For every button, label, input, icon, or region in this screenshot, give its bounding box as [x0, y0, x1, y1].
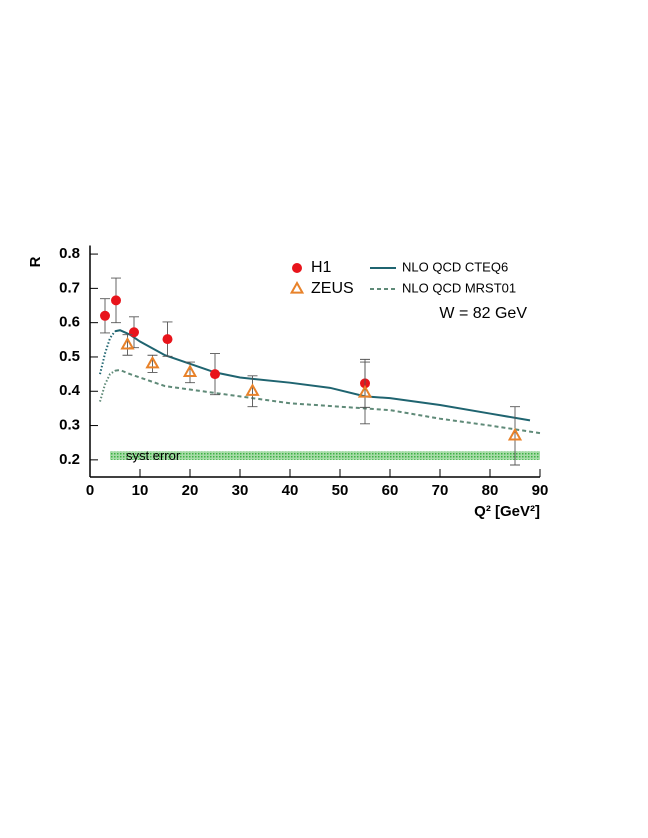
x-tick-label: 0 — [86, 482, 94, 499]
marker — [100, 310, 110, 321]
y-tick-label: 0.7 — [59, 279, 80, 296]
error-bar — [510, 406, 520, 466]
legend-label: H1 — [311, 259, 332, 276]
legend-label: NLO QCD MRST01 — [402, 280, 516, 295]
marker — [111, 295, 121, 306]
y-tick-label: 0.4 — [59, 382, 81, 399]
legend-label: ZEUS — [311, 280, 354, 297]
y-tick-label: 0.8 — [59, 245, 80, 262]
legend-marker — [292, 263, 302, 273]
marker — [182, 364, 198, 377]
annotation: W = 82 GeV — [439, 305, 527, 322]
marker — [145, 355, 160, 369]
x-tick-label: 50 — [332, 482, 349, 499]
marker — [507, 427, 523, 441]
y-tick-label: 0.2 — [59, 451, 80, 468]
x-tick-label: 90 — [532, 482, 549, 499]
y-tick-label: 0.5 — [59, 348, 80, 365]
curve-dotted — [99, 369, 116, 402]
error-bar — [247, 375, 258, 408]
marker — [162, 334, 173, 345]
curve — [114, 329, 531, 422]
x-tick-label: 80 — [482, 482, 499, 499]
marker — [357, 384, 373, 398]
syst-label: syst error — [126, 448, 181, 463]
legend-marker — [289, 280, 305, 294]
error-bar — [360, 361, 370, 425]
curve-dotted — [99, 330, 116, 375]
y-tick-label: 0.6 — [59, 314, 80, 331]
x-tick-label: 10 — [132, 482, 149, 499]
marker — [120, 336, 135, 350]
x-tick-label: 40 — [282, 482, 299, 499]
x-axis-label: Q² [GeV²] — [474, 503, 540, 520]
x-tick-label: 60 — [382, 482, 399, 499]
curve — [114, 368, 541, 435]
y-tick-label: 0.3 — [59, 417, 80, 434]
x-tick-label: 20 — [182, 482, 199, 499]
x-tick-label: 30 — [232, 482, 249, 499]
legend-label: NLO QCD CTEQ6 — [402, 259, 508, 274]
marker — [129, 327, 139, 338]
syst-band — [110, 451, 540, 460]
marker — [245, 383, 260, 396]
marker — [210, 369, 220, 380]
x-tick-label: 70 — [432, 482, 449, 499]
y-axis-label: R — [27, 256, 44, 267]
